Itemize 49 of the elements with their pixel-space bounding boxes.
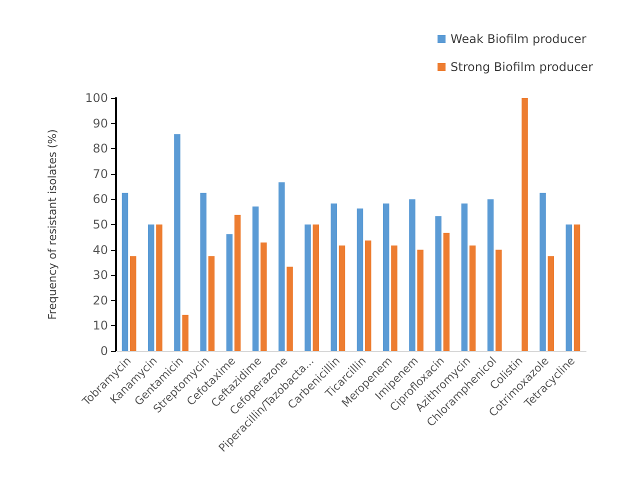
bar [312, 224, 320, 351]
bar [409, 199, 416, 351]
y-tick-label: 40 [92, 242, 108, 257]
bar [252, 206, 259, 351]
bar [548, 256, 554, 351]
bar [338, 246, 346, 351]
bar [522, 98, 528, 351]
bar [234, 214, 241, 351]
bar [330, 204, 338, 351]
bar [208, 256, 215, 351]
bar [182, 314, 188, 351]
y-tick-label: 10 [92, 318, 108, 333]
y-tick-label: 100 [85, 91, 108, 105]
bar [487, 199, 494, 351]
bar [540, 192, 546, 351]
bar [382, 204, 390, 351]
y-tick-label: 60 [92, 192, 108, 206]
bar [435, 216, 442, 351]
y-tick-label: 90 [92, 116, 108, 130]
bar [156, 224, 162, 351]
y-tick-label: 20 [92, 293, 108, 308]
bar [364, 240, 372, 351]
bar [496, 250, 502, 351]
bar [443, 232, 450, 351]
bar [574, 224, 580, 351]
bar [122, 192, 128, 351]
y-tick-label: 80 [92, 142, 108, 156]
y-tick-label: 70 [92, 166, 108, 181]
bar [174, 134, 180, 351]
legend-label: Weak Biofilm producer [450, 32, 586, 46]
legend-label: Strong Biofilm producer [450, 60, 594, 74]
y-tick-label: 50 [92, 218, 108, 232]
bar [130, 256, 136, 351]
bar [200, 192, 206, 351]
bar [148, 224, 154, 351]
y-tick-label: 0 [100, 344, 108, 358]
bar [461, 204, 468, 351]
bar [286, 266, 293, 351]
bar [417, 250, 424, 351]
y-tick-label: 30 [92, 268, 108, 282]
bar [356, 208, 364, 351]
bar [260, 242, 267, 351]
bar [391, 246, 398, 351]
bar [566, 224, 572, 351]
bar [469, 246, 476, 351]
bar [304, 224, 311, 351]
bar [226, 234, 233, 351]
bar [278, 182, 285, 351]
y-axis-title: Frequency of resistant isolates (%) [46, 129, 59, 320]
